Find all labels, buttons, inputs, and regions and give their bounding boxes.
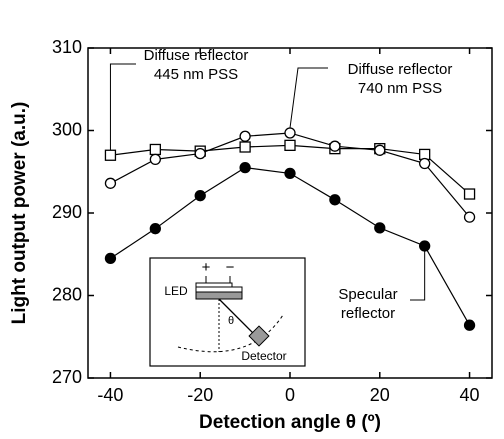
marker bbox=[329, 140, 341, 152]
marker bbox=[239, 141, 251, 153]
marker bbox=[284, 127, 296, 139]
marker bbox=[284, 139, 296, 152]
leader-line bbox=[289, 67, 328, 129]
annotation: Specular bbox=[338, 286, 397, 303]
inset: + − LED θ Detector bbox=[149, 257, 306, 367]
marker bbox=[463, 319, 476, 331]
marker bbox=[374, 144, 386, 156]
leader-line bbox=[109, 63, 136, 151]
marker bbox=[239, 161, 251, 174]
marker bbox=[104, 252, 117, 265]
annotation: Diffuse reflector bbox=[348, 61, 453, 78]
y-tick-label: 280 bbox=[52, 284, 82, 304]
led-base bbox=[195, 291, 243, 300]
marker bbox=[463, 188, 476, 200]
marker bbox=[239, 130, 251, 142]
marker bbox=[419, 157, 431, 170]
inset-frame bbox=[149, 257, 306, 367]
marker bbox=[149, 223, 161, 235]
inset-label: + bbox=[202, 259, 211, 276]
y-tick-label: 290 bbox=[52, 202, 82, 222]
inset-label: − bbox=[226, 259, 235, 276]
y-tick-label: 270 bbox=[52, 367, 82, 387]
marker bbox=[104, 177, 117, 189]
marker bbox=[463, 211, 476, 223]
x-tick-label: -40 bbox=[97, 385, 123, 405]
leader-line bbox=[410, 251, 426, 301]
y-tick-label: 300 bbox=[52, 119, 82, 139]
ray bbox=[218, 298, 256, 336]
marker bbox=[284, 167, 296, 180]
y-axis-title: Light output power (a.u.) bbox=[9, 102, 30, 325]
annotation: 445 nm PSS bbox=[154, 66, 238, 83]
x-tick-label: 20 bbox=[370, 385, 390, 405]
marker bbox=[374, 222, 386, 234]
marker bbox=[194, 147, 206, 160]
x-tick-label: -20 bbox=[187, 385, 213, 405]
annotation: Diffuse reflector bbox=[144, 47, 249, 64]
inset-label: Detector bbox=[241, 349, 286, 363]
annotation: reflector bbox=[341, 305, 395, 322]
inset-label: θ bbox=[228, 315, 234, 327]
led-top bbox=[195, 282, 233, 288]
inset-label: LED bbox=[164, 284, 188, 298]
led-mid bbox=[195, 286, 243, 293]
marker bbox=[149, 143, 161, 156]
marker bbox=[149, 153, 161, 166]
marker bbox=[419, 240, 431, 252]
marker bbox=[329, 194, 341, 206]
annotation: 740 nm PSS bbox=[358, 80, 442, 97]
marker bbox=[104, 149, 117, 161]
arc bbox=[177, 314, 284, 353]
y-tick-label: 310 bbox=[52, 37, 82, 57]
marker bbox=[194, 190, 206, 202]
x-tick-label: 0 bbox=[285, 385, 295, 405]
detector bbox=[248, 325, 270, 347]
x-tick-label: 40 bbox=[460, 385, 480, 405]
x-axis-title: Detection angle θ (º) bbox=[199, 412, 381, 433]
